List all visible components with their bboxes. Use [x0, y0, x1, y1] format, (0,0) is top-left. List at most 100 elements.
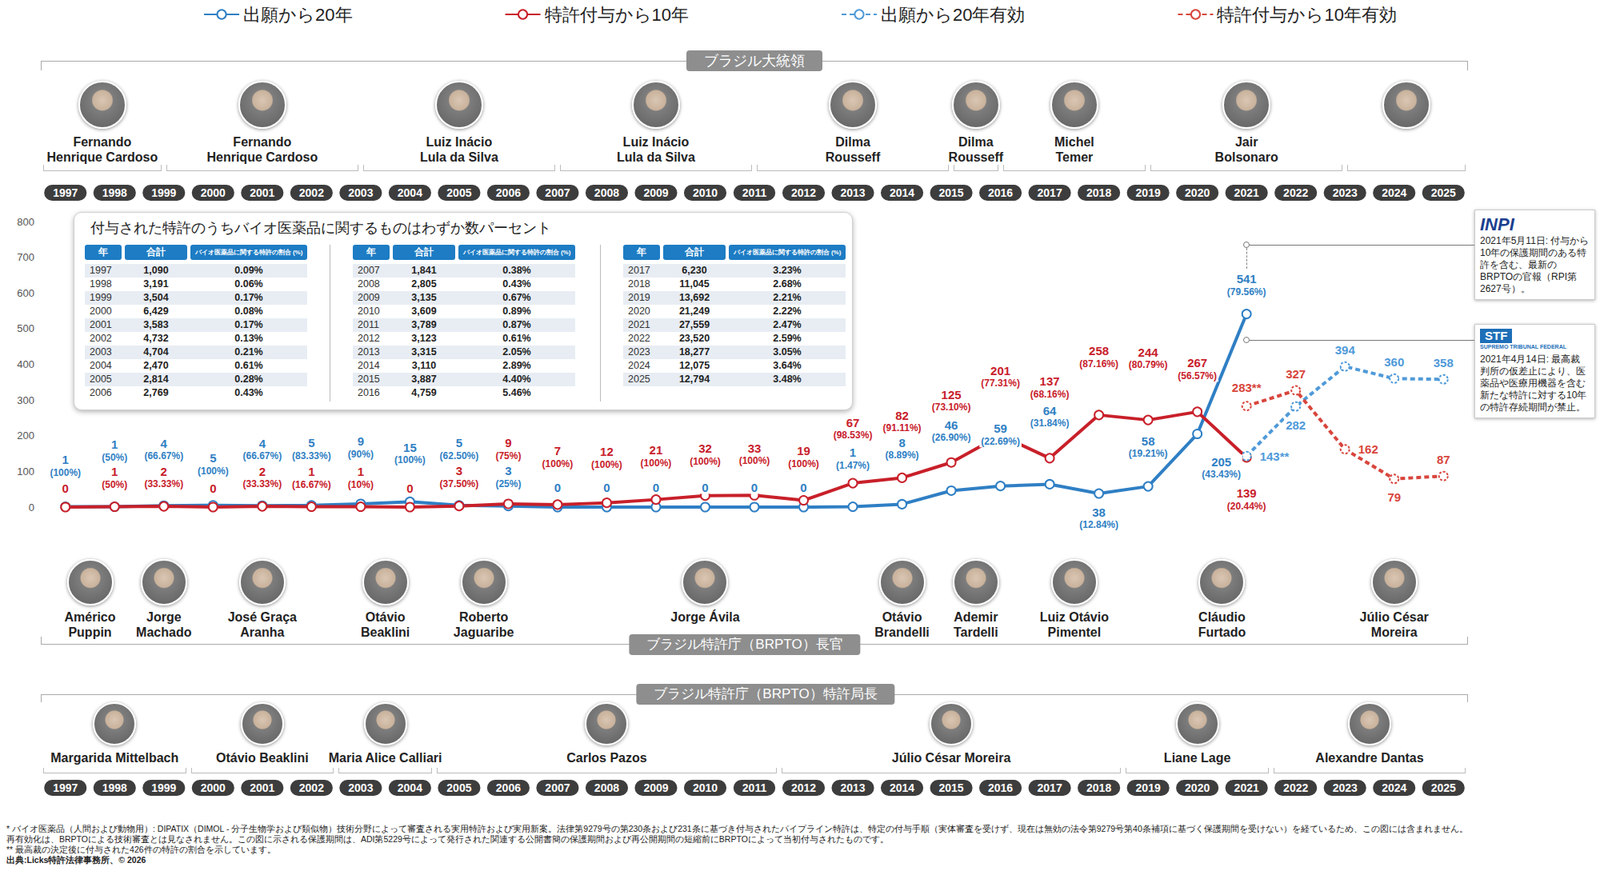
svg-text:2013: 2013	[840, 186, 865, 200]
svg-text:2012: 2012	[791, 186, 816, 200]
svg-text:0: 0	[209, 481, 216, 496]
svg-text:1: 1	[111, 437, 118, 452]
svg-text:162: 162	[1358, 442, 1379, 456]
svg-text:100: 100	[16, 465, 35, 478]
svg-text:(66.67%): (66.67%)	[144, 450, 184, 462]
svg-text:600: 600	[16, 287, 35, 300]
svg-text:2006: 2006	[496, 186, 521, 200]
svg-text:0: 0	[800, 480, 807, 495]
svg-text:2001: 2001	[249, 186, 275, 200]
svg-text:2004: 2004	[397, 186, 423, 200]
svg-text:282: 282	[1285, 418, 1306, 432]
svg-text:(62.50%): (62.50%)	[440, 450, 480, 462]
svg-text:1999: 1999	[151, 186, 176, 200]
svg-text:(100%): (100%)	[788, 458, 820, 470]
svg-text:2008: 2008	[594, 186, 620, 200]
svg-text:2011: 2011	[742, 781, 768, 795]
svg-text:2016: 2016	[988, 186, 1013, 200]
svg-text:2006: 2006	[496, 781, 521, 795]
svg-text:(31.84%): (31.84%)	[1030, 417, 1070, 429]
svg-text:2015: 2015	[938, 186, 964, 200]
svg-text:67: 67	[846, 416, 860, 430]
svg-text:358: 358	[1433, 356, 1454, 370]
svg-text:1: 1	[308, 464, 315, 479]
svg-text:3: 3	[456, 464, 463, 478]
svg-text:2004: 2004	[397, 781, 423, 795]
svg-text:258: 258	[1088, 344, 1109, 358]
svg-text:出願から20年: 出願から20年	[243, 4, 352, 25]
svg-text:2014: 2014	[889, 186, 915, 200]
svg-text:5: 5	[209, 451, 216, 465]
svg-text:2023: 2023	[1332, 781, 1358, 795]
svg-text:2000: 2000	[200, 186, 226, 200]
svg-text:(66.67%): (66.67%)	[242, 450, 282, 462]
svg-text:(12.84%): (12.84%)	[1079, 519, 1119, 531]
svg-text:1: 1	[357, 464, 364, 479]
svg-text:82: 82	[895, 408, 909, 423]
svg-text:2015: 2015	[938, 781, 964, 795]
svg-text:2018: 2018	[1086, 781, 1112, 795]
svg-text:2003: 2003	[348, 781, 373, 795]
svg-text:46: 46	[944, 418, 959, 432]
svg-text:394: 394	[1335, 343, 1356, 357]
svg-text:2020: 2020	[1184, 186, 1210, 200]
svg-text:2014: 2014	[889, 781, 915, 795]
svg-text:(8.89%): (8.89%)	[885, 449, 920, 461]
svg-text:1: 1	[111, 464, 118, 479]
svg-text:4: 4	[160, 436, 168, 451]
svg-text:125: 125	[941, 388, 962, 402]
svg-text:1997: 1997	[52, 781, 78, 795]
svg-text:400: 400	[16, 358, 35, 371]
svg-text:0: 0	[406, 481, 413, 496]
svg-text:500: 500	[16, 322, 35, 335]
svg-text:2022: 2022	[1283, 781, 1308, 795]
svg-text:2012: 2012	[791, 781, 816, 795]
svg-text:201: 201	[990, 364, 1011, 378]
svg-text:(100%): (100%)	[49, 467, 81, 479]
svg-text:2000: 2000	[200, 781, 226, 795]
svg-text:2024: 2024	[1381, 186, 1407, 200]
svg-text:0: 0	[554, 480, 561, 495]
svg-text:4: 4	[259, 436, 267, 451]
svg-text:0: 0	[652, 480, 660, 495]
svg-text:267: 267	[1187, 356, 1208, 370]
svg-text:(100%): (100%)	[591, 459, 623, 471]
svg-text:59: 59	[993, 421, 1008, 436]
svg-text:0: 0	[701, 480, 708, 495]
svg-text:541: 541	[1236, 272, 1257, 286]
svg-text:(83.33%): (83.33%)	[292, 450, 332, 462]
svg-text:(50%): (50%)	[101, 479, 128, 491]
svg-text:7: 7	[554, 444, 561, 458]
svg-text:0: 0	[28, 501, 35, 514]
svg-text:(80.79%): (80.79%)	[1128, 359, 1168, 371]
svg-text:800: 800	[16, 216, 35, 228]
svg-text:(33.33%): (33.33%)	[242, 478, 282, 490]
svg-text:(87.16%): (87.16%)	[1079, 358, 1119, 370]
svg-text:2021: 2021	[1234, 781, 1260, 795]
svg-text:283**: 283**	[1232, 380, 1262, 395]
svg-text:8: 8	[898, 436, 905, 450]
svg-text:(79.56%): (79.56%)	[1227, 286, 1267, 298]
svg-text:2002: 2002	[299, 186, 324, 200]
svg-text:2007: 2007	[544, 186, 570, 200]
svg-text:(25%): (25%)	[495, 478, 521, 490]
svg-text:87: 87	[1436, 452, 1451, 467]
svg-text:79: 79	[1387, 490, 1401, 504]
svg-text:2025: 2025	[1431, 186, 1456, 200]
svg-text:(75%): (75%)	[495, 450, 521, 462]
svg-text:700: 700	[16, 251, 35, 264]
svg-text:38: 38	[1092, 505, 1106, 520]
svg-text:2022: 2022	[1283, 186, 1308, 200]
svg-text:2009: 2009	[643, 781, 668, 795]
svg-text:2002: 2002	[299, 781, 324, 795]
svg-text:15: 15	[403, 440, 417, 455]
svg-text:0: 0	[62, 481, 69, 496]
svg-text:1999: 1999	[151, 781, 176, 795]
svg-text:2001: 2001	[249, 781, 275, 795]
svg-text:5: 5	[308, 436, 315, 450]
svg-text:2003: 2003	[348, 186, 373, 200]
svg-text:2024: 2024	[1381, 781, 1407, 795]
svg-text:1: 1	[849, 445, 856, 460]
svg-text:21: 21	[649, 443, 664, 457]
svg-text:(20.44%): (20.44%)	[1227, 500, 1267, 512]
